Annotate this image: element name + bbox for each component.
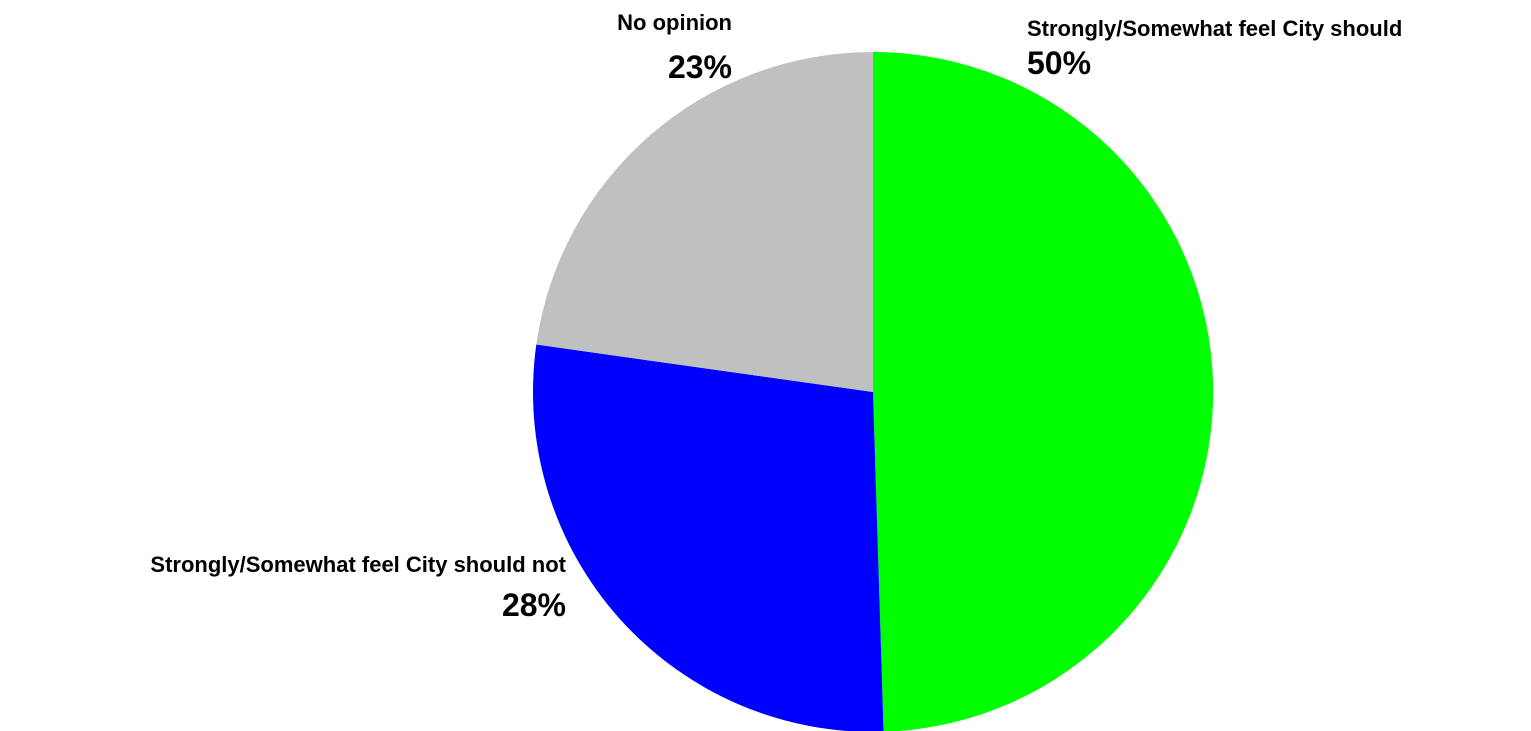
slice-name-city-should: Strongly/Somewhat feel City should	[1027, 16, 1402, 41]
slice-value-city-should-not: 28%	[502, 587, 566, 623]
slice-label-city-should: Strongly/Somewhat feel City should 50%	[1027, 16, 1402, 81]
pie-slice-2	[536, 52, 873, 392]
slice-name-city-should-not: Strongly/Somewhat feel City should not	[150, 552, 566, 577]
pie-slice-0	[873, 52, 1214, 731]
pie-slices	[533, 52, 1214, 731]
slice-name-no-opinion: No opinion	[617, 10, 732, 35]
slice-value-no-opinion: 23%	[668, 49, 732, 85]
slice-value-city-should: 50%	[1027, 45, 1091, 81]
pie-slice-1	[533, 344, 884, 731]
slice-label-no-opinion: No opinion 23%	[617, 10, 732, 85]
slice-label-city-should-not: Strongly/Somewhat feel City should not 2…	[150, 552, 566, 623]
